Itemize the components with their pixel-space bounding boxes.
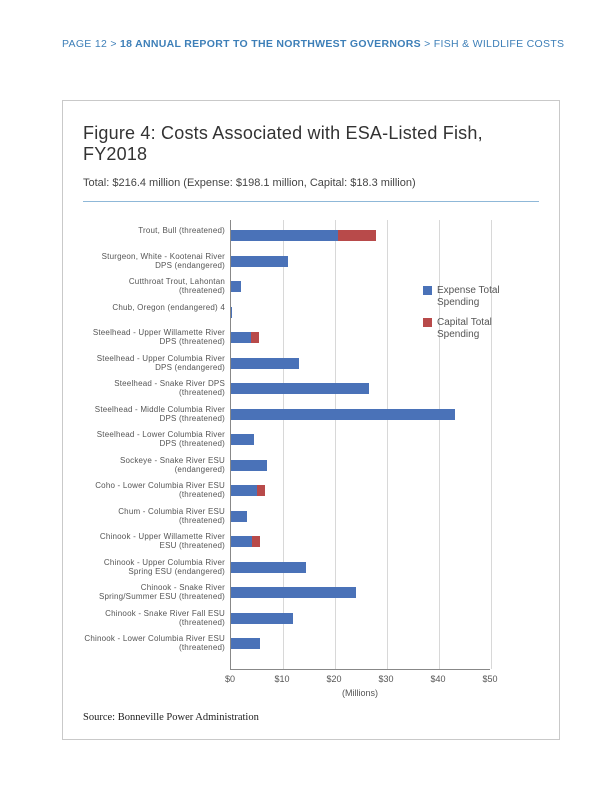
category-label: Trout, Bull (threatened): [83, 226, 225, 235]
x-tick-label: $40: [430, 674, 445, 684]
bar-expense: [231, 485, 257, 496]
x-tick-label: $0: [225, 674, 235, 684]
bar-expense: [231, 587, 356, 598]
legend-swatch: [423, 286, 432, 295]
header-title: 18 ANNUAL REPORT TO THE NORTHWEST GOVERN…: [120, 38, 421, 50]
x-tick-label: $30: [378, 674, 393, 684]
grid-line: [387, 220, 388, 669]
bar-capital: [251, 332, 259, 343]
category-label: Steelhead - Lower Columbia River DPS (th…: [83, 430, 225, 448]
bar-expense: [231, 638, 260, 649]
figure-source: Source: Bonneville Power Administration: [83, 712, 259, 723]
category-label: Chinook - Upper Willamette River ESU (th…: [83, 532, 225, 550]
bar-expense: [231, 383, 369, 394]
category-label: Steelhead - Upper Columbia River DPS (en…: [83, 354, 225, 372]
bar-expense: [231, 536, 252, 547]
x-tick-label: $20: [326, 674, 341, 684]
chart-legend: Expense Total Spending Capital Total Spen…: [423, 285, 533, 349]
header-sep-2: >: [421, 38, 434, 50]
legend-item: Expense Total Spending: [423, 285, 533, 309]
figure-title: Figure 4: Costs Associated with ESA-List…: [83, 123, 539, 165]
bar-expense: [231, 281, 241, 292]
category-label: Steelhead - Snake River DPS (threatened): [83, 379, 225, 397]
page-header: PAGE 12 > 18 ANNUAL REPORT TO THE NORTHW…: [62, 38, 564, 50]
bar-capital: [257, 485, 265, 496]
x-axis-title: (Millions): [230, 688, 490, 698]
category-label: Coho - Lower Columbia River ESU (threate…: [83, 481, 225, 499]
bar-expense: [231, 230, 338, 241]
header-trail: FISH & WILDLIFE COSTS: [434, 38, 565, 50]
bar-expense: [231, 256, 288, 267]
legend-label: Capital Total Spending: [437, 317, 533, 341]
category-label: Chinook - Upper Columbia River Spring ES…: [83, 558, 225, 576]
legend-item: Capital Total Spending: [423, 317, 533, 341]
bar-expense: [231, 562, 306, 573]
category-label: Steelhead - Middle Columbia River DPS (t…: [83, 405, 225, 423]
category-label: Sturgeon, White - Kootenai River DPS (en…: [83, 252, 225, 270]
category-label: Chinook - Lower Columbia River ESU (thre…: [83, 634, 225, 652]
category-label: Chinook - Snake River Fall ESU (threaten…: [83, 609, 225, 627]
grid-line: [283, 220, 284, 669]
category-label: Chub, Oregon (endangered) 4: [83, 303, 225, 312]
bar-chart: Expense Total Spending Capital Total Spen…: [83, 220, 541, 720]
x-tick-label: $10: [274, 674, 289, 684]
category-label: Steelhead - Upper Willamette River DPS (…: [83, 328, 225, 346]
grid-line: [335, 220, 336, 669]
header-sep-1: >: [107, 38, 120, 50]
category-label: Cutthroat Trout, Lahontan (threatened): [83, 277, 225, 295]
title-divider: [83, 201, 539, 202]
bar-expense: [231, 613, 293, 624]
header-page: PAGE 12: [62, 38, 107, 50]
figure-subtitle: Total: $216.4 million (Expense: $198.1 m…: [83, 177, 539, 189]
bar-capital: [338, 230, 376, 241]
category-label: Chum - Columbia River ESU (threatened): [83, 507, 225, 525]
bar-expense: [231, 460, 267, 471]
figure-container: Figure 4: Costs Associated with ESA-List…: [62, 100, 560, 740]
bar-expense: [231, 511, 247, 522]
bar-expense: [231, 332, 251, 343]
category-label: Chinook - Snake River Spring/Summer ESU …: [83, 583, 225, 601]
x-tick-label: $50: [482, 674, 497, 684]
bar-expense: [231, 434, 254, 445]
bar-expense: [231, 358, 299, 369]
bar-expense: [231, 307, 232, 318]
category-label: Sockeye - Snake River ESU (endangered): [83, 456, 225, 474]
legend-label: Expense Total Spending: [437, 285, 533, 309]
bar-capital: [252, 536, 260, 547]
legend-swatch: [423, 318, 432, 327]
bar-expense: [231, 409, 455, 420]
